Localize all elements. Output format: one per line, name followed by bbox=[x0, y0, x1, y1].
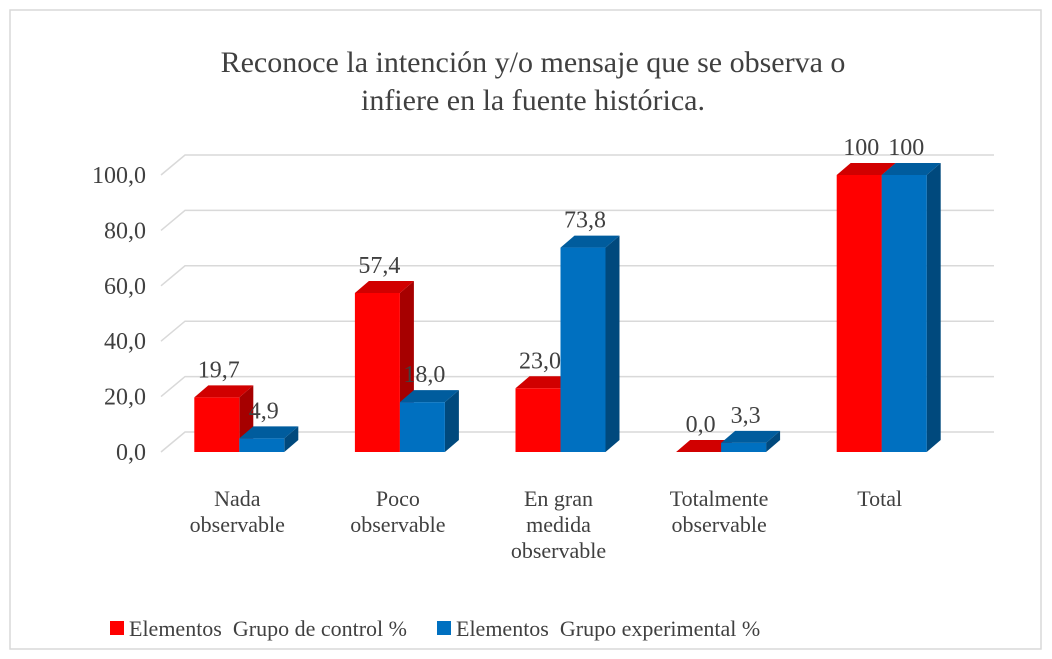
grid-line bbox=[160, 320, 994, 342]
chart-title-line2: infiere en la fuente histórica. bbox=[361, 84, 705, 117]
grid-line bbox=[160, 431, 994, 453]
bar bbox=[721, 442, 767, 452]
bar bbox=[194, 397, 240, 452]
grid-line bbox=[160, 209, 994, 231]
value-label: 18,0 bbox=[403, 362, 445, 388]
grid-line bbox=[160, 154, 994, 176]
bar-top bbox=[676, 440, 736, 452]
bar bbox=[881, 175, 927, 452]
bar-side bbox=[284, 426, 299, 452]
y-tick-label: 20,0 bbox=[104, 385, 146, 411]
value-label: 100 bbox=[888, 135, 924, 161]
bar-top bbox=[721, 430, 781, 443]
grid-line bbox=[160, 375, 994, 398]
bar-top bbox=[399, 390, 459, 403]
y-tick-label: 60,0 bbox=[104, 274, 146, 300]
bar-top bbox=[515, 376, 575, 389]
bar-top bbox=[560, 235, 620, 248]
bar bbox=[354, 293, 400, 452]
bar-top bbox=[836, 163, 896, 175]
bar bbox=[399, 402, 445, 452]
x-tick-label: Totalmente observable bbox=[670, 486, 769, 537]
bar-top bbox=[239, 426, 299, 439]
bar-top bbox=[194, 385, 254, 398]
y-tick-label: 40,0 bbox=[104, 329, 146, 355]
legend-label: Elementos Grupo de control % bbox=[129, 616, 407, 641]
legend-swatch bbox=[437, 621, 451, 635]
bar-side bbox=[444, 390, 459, 452]
bar-side bbox=[766, 430, 781, 452]
value-label: 3,3 bbox=[731, 403, 761, 429]
value-label: 57,4 bbox=[358, 253, 400, 279]
x-tick-label: En gran medida observable bbox=[511, 486, 606, 563]
bar bbox=[515, 388, 561, 452]
chart-title: Reconoce la intención y/o mensaje que se… bbox=[221, 46, 846, 79]
value-label: 23,0 bbox=[519, 348, 561, 374]
bar bbox=[239, 438, 285, 452]
value-label: 19,7 bbox=[198, 357, 240, 383]
bar bbox=[560, 247, 606, 452]
bar-top bbox=[354, 281, 414, 294]
legend-swatch bbox=[110, 621, 124, 635]
bar-side bbox=[605, 235, 620, 452]
x-tick-label: Nada observable bbox=[190, 486, 285, 537]
bar-top bbox=[881, 163, 941, 175]
y-tick-label: 100,0 bbox=[92, 163, 146, 189]
x-tick-label: Poco observable bbox=[350, 486, 445, 537]
legend-label: Elementos Grupo experimental % bbox=[456, 616, 760, 641]
bar-side bbox=[926, 163, 941, 452]
y-tick-label: 0,0 bbox=[116, 440, 146, 466]
value-label: 73,8 bbox=[564, 208, 606, 234]
y-tick-label: 80,0 bbox=[104, 218, 146, 244]
value-label: 100 bbox=[843, 135, 879, 161]
x-tick-label: Total bbox=[857, 486, 902, 511]
value-label: 4,9 bbox=[249, 398, 279, 424]
grid-line bbox=[160, 265, 994, 287]
value-label: 0,0 bbox=[686, 412, 716, 438]
bar bbox=[836, 175, 882, 452]
